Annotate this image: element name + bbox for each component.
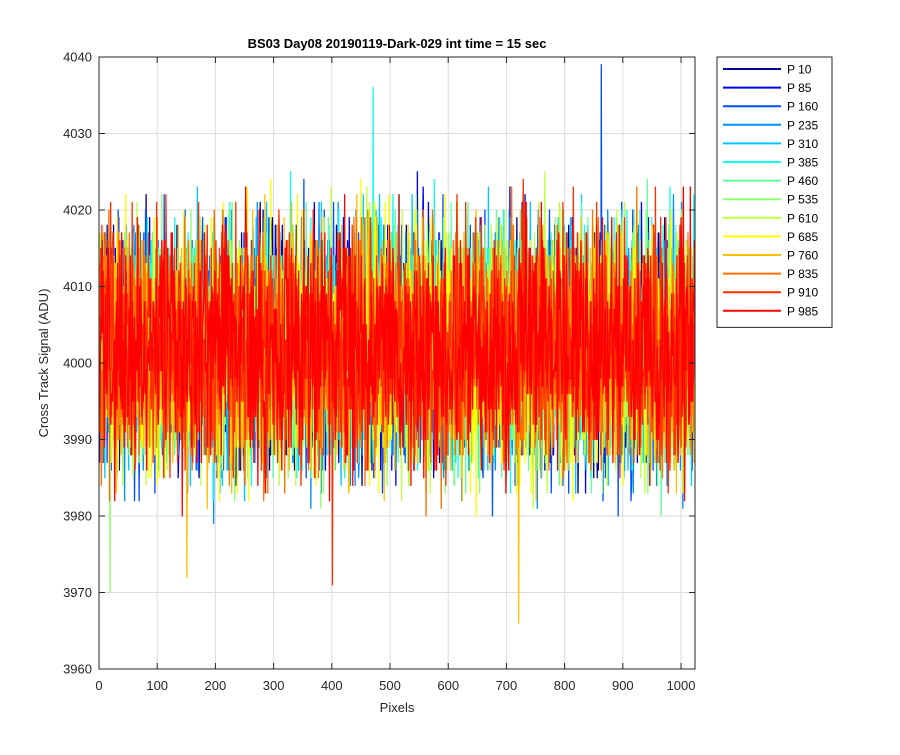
x-axis-ticks: 0 100 200 300 400 500 600 700 800 900 1000: [95, 57, 695, 693]
y-tick-label: 4040: [63, 50, 92, 65]
y-axis-ticks: 3960 3970 3980 3990 4000 4010 4020 4030 4040: [63, 50, 695, 677]
y-tick-label: 4020: [63, 203, 92, 218]
x-axis-label: Pixels: [380, 700, 415, 715]
x-tick-label: 700: [496, 678, 518, 693]
chart-title: BS03 Day08 20190119-Dark-029 int time = …: [248, 36, 547, 51]
legend-entry: P 760: [787, 249, 818, 263]
legend-entry: P 235: [787, 118, 818, 132]
x-tick-label: 900: [612, 678, 634, 693]
x-tick-label: 400: [321, 678, 343, 693]
x-tick-label: 0: [95, 678, 102, 693]
y-tick-label: 3980: [63, 509, 92, 524]
y-tick-label: 3970: [63, 585, 92, 600]
x-tick-label: 800: [554, 678, 576, 693]
x-tick-label: 300: [263, 678, 285, 693]
legend-entry: P 985: [787, 304, 818, 318]
legend-entry: P 685: [787, 230, 818, 244]
legend-entry: P 460: [787, 174, 818, 188]
y-tick-label: 3960: [63, 662, 92, 677]
x-tick-label: 1000: [667, 678, 696, 693]
legend-entry: P 85: [787, 81, 812, 95]
legend-entry: P 160: [787, 100, 818, 114]
legend-entry: P 610: [787, 211, 818, 225]
y-tick-label: 4010: [63, 279, 92, 294]
legend: P 10 P 85 P 160 P 235 P 310 P 385 P 460 P 535 P …: [716, 56, 833, 328]
y-axis-label: Cross Track Signal (ADU): [36, 289, 51, 438]
legend-entry: P 310: [787, 137, 818, 151]
x-tick-label: 600: [437, 678, 459, 693]
series-line: [99, 186, 695, 517]
x-tick-label: 500: [379, 678, 401, 693]
x-tick-label: 100: [146, 678, 168, 693]
legend-box: [716, 56, 833, 328]
y-tick-label: 4030: [63, 126, 92, 141]
legend-entry: P 535: [787, 193, 818, 207]
x-tick-label: 200: [205, 678, 227, 693]
series-layer: [99, 64, 695, 624]
y-tick-label: 4000: [63, 356, 92, 371]
y-tick-label: 3990: [63, 432, 92, 447]
legend-entry: P 910: [787, 286, 818, 300]
legend-entry: P 385: [787, 156, 818, 170]
legend-entry: P 835: [787, 267, 818, 281]
legend-entry: P 10: [787, 63, 812, 77]
